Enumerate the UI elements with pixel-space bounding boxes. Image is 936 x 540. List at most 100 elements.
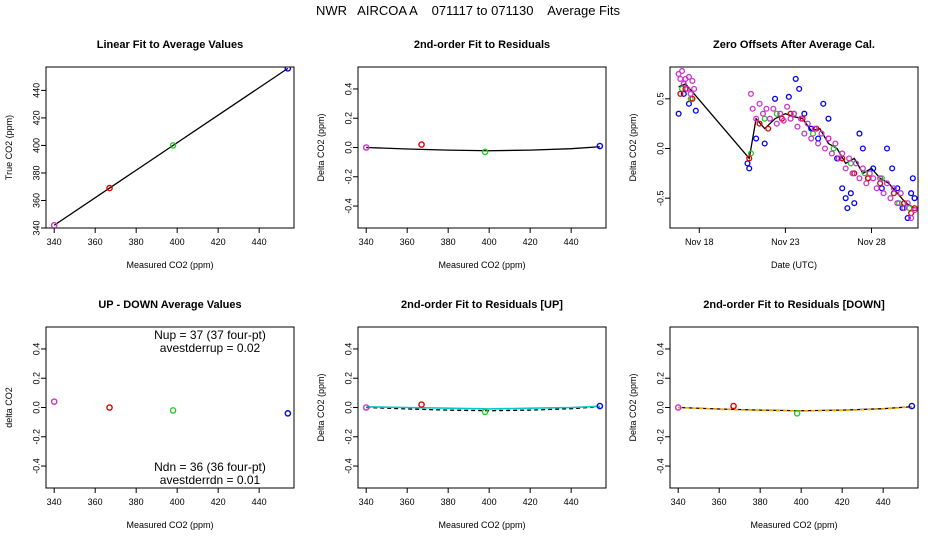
y-tick-label: 420 [31, 110, 41, 125]
data-point-purple [897, 190, 904, 197]
x-tick-label: 440 [564, 237, 579, 247]
data-point-red [890, 190, 897, 197]
x-axis-label: Measured CO2 (ppm) [438, 520, 525, 530]
data-point-blue [744, 160, 751, 167]
data-point-blue [894, 185, 901, 192]
x-tick-label: 340 [359, 237, 374, 247]
data-point-purple [691, 85, 698, 92]
data-point-blue [883, 145, 891, 152]
y-tick-label: 0.0 [343, 141, 353, 154]
x-tick-label: 360 [88, 237, 103, 247]
data-point-purple [818, 130, 825, 137]
data-point-purple [852, 160, 860, 167]
annotation-nup: Nup = 37 (37 four-pt) [154, 328, 266, 342]
panel-2: 2nd-order Fit to Residuals 340 360 380 400 42… [316, 39, 607, 270]
data-point-red [877, 180, 884, 187]
panel-6: 2nd-order Fit to Residuals [DOWN] 340 360 3… [628, 299, 919, 530]
data-point-purple [856, 175, 863, 182]
data-point-purple [904, 200, 911, 207]
data-point-purple [759, 110, 767, 117]
x-tick-label: 340 [671, 497, 686, 507]
data-point-purple [894, 200, 901, 207]
data-point-red [418, 401, 425, 408]
x-tick-label: 380 [441, 237, 456, 247]
data-point-purple [766, 115, 773, 122]
y-tick-label: 0.0 [31, 401, 41, 414]
data-point-purple [890, 185, 897, 192]
panel-title: Zero Offsets After Average Cal. [713, 39, 875, 51]
panel-title: 2nd-order Fit to Residuals [UP] [401, 299, 563, 311]
x-tick-label: 380 [129, 497, 144, 507]
x-tick-label: 360 [88, 497, 103, 507]
data-point-red [677, 90, 684, 97]
data-point-blue [761, 140, 768, 147]
panel-title: Linear Fit to Average Values [97, 39, 244, 51]
data-point-purple [362, 404, 370, 411]
y-tick-label: -0.4 [343, 458, 353, 474]
data-point-green [906, 205, 913, 212]
data-point-blue [792, 75, 799, 82]
data-point-purple [821, 145, 829, 152]
x-tick-label: 400 [794, 497, 809, 507]
data-point-purple [815, 140, 822, 147]
data-point-blue [796, 85, 803, 92]
panel-4: UP - DOWN Average Values 340 360 380 400 420 4… [4, 299, 295, 530]
y-axis-label: Delta CO2 (ppm) [316, 373, 326, 441]
y-tick-label: -0.4 [31, 458, 41, 474]
data-point-purple [887, 195, 894, 202]
data-point-blue [889, 165, 896, 172]
y-axis-label: Delta CO2 (ppm) [628, 113, 638, 181]
figure-title: NWR AIRCOA A 071117 to 071130 Average Fi… [316, 3, 620, 18]
data-point-purple [50, 221, 58, 228]
data-point-purple [689, 77, 696, 84]
panel-title: UP - DOWN Average Values [98, 299, 241, 311]
y-tick-label: -0.4 [655, 458, 665, 474]
data-point-purple [749, 105, 756, 112]
y-tick-label: 0.2 [655, 372, 665, 385]
data-point-green [809, 130, 816, 137]
data-point-purple [870, 175, 877, 182]
x-tick-label: 440 [252, 237, 267, 247]
data-point-purple [901, 205, 908, 212]
data-point-red [911, 205, 918, 212]
data-point-blue [685, 100, 692, 107]
data-point-purple [828, 150, 835, 157]
x-tick-label: Nov 23 [771, 237, 800, 247]
data-point-purple [50, 398, 58, 405]
y-tick-label: 0.0 [655, 142, 665, 155]
fit-line-orange [678, 406, 912, 412]
y-axis-label: True CO2 (ppm) [4, 115, 14, 180]
data-point-blue [675, 110, 682, 117]
data-point-purple [362, 144, 370, 151]
data-point-green [169, 142, 177, 149]
x-tick-label: 420 [211, 237, 226, 247]
data-point-purple [835, 155, 842, 162]
data-point-blue [904, 215, 911, 222]
data-point-purple [685, 73, 692, 80]
y-tick-label: 0.2 [343, 372, 353, 385]
plot-frame [45, 66, 295, 229]
x-tick-label: 360 [400, 497, 415, 507]
data-point-purple [880, 190, 887, 197]
plot-area [674, 402, 916, 417]
x-axis-label: Measured CO2 (ppm) [126, 520, 213, 530]
data-point-green [847, 160, 854, 167]
annotation-avestderrup: avestderrup = 0.02 [160, 341, 261, 355]
data-point-purple [679, 67, 686, 75]
y-tick-label: -0.5 [655, 190, 665, 206]
data-point-red [756, 120, 763, 127]
plot-area [50, 398, 292, 417]
data-point-purple [811, 125, 818, 132]
data-point-blue [844, 205, 851, 212]
data-point-blue [909, 175, 916, 182]
panel-5: 2nd-order Fit to Residuals [UP] 340 360 380… [316, 299, 607, 530]
plot-frame [669, 66, 919, 229]
data-point-purple [747, 90, 754, 97]
panel-title: 2nd-order Fit to Residuals [414, 39, 550, 51]
data-point-purple [797, 115, 804, 122]
data-point-blue [856, 130, 863, 137]
data-point-purple [753, 115, 760, 122]
data-point-purple [674, 404, 682, 411]
data-point-blue [815, 135, 822, 142]
